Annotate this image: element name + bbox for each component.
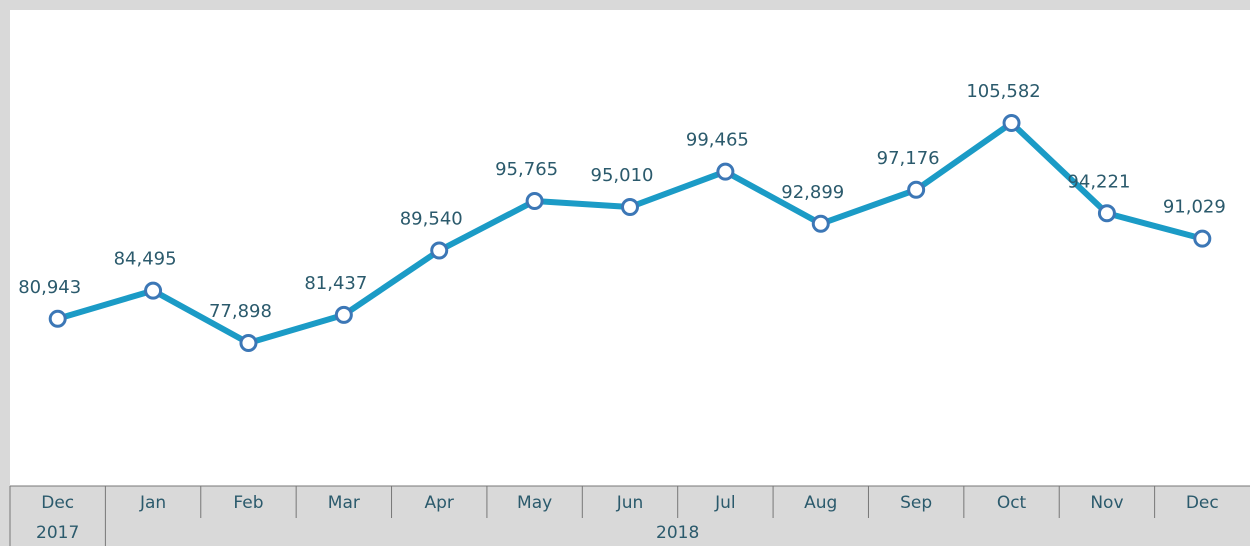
x-tick-label: Jan [139, 493, 166, 513]
x-tick-label: Oct [997, 493, 1027, 513]
data-label: 81,437 [304, 273, 367, 294]
point-marker [48, 309, 67, 328]
point-marker [1097, 204, 1116, 223]
point-marker [525, 192, 544, 211]
data-label: 77,898 [209, 301, 272, 322]
data-label: 97,176 [877, 148, 940, 169]
x-tick-label: Aug [804, 493, 837, 513]
x-tick-label: Sep [900, 493, 932, 513]
x-tick-label: Nov [1090, 493, 1123, 513]
point-marker [1193, 229, 1212, 248]
point-marker [334, 305, 353, 324]
point-marker [716, 162, 735, 181]
data-label: 92,899 [781, 182, 844, 203]
year-label: 2017 [36, 523, 79, 543]
year-label: 2018 [656, 523, 699, 543]
data-label: 84,495 [114, 249, 177, 270]
data-label: 89,540 [400, 208, 463, 229]
data-label: 105,582 [966, 81, 1040, 102]
x-tick-label: Mar [328, 493, 360, 513]
point-marker [621, 198, 639, 217]
data-label: 95,765 [495, 159, 558, 180]
x-tick-label: Jul [714, 493, 736, 513]
point-marker [811, 214, 830, 233]
x-tick-label: Dec [1186, 493, 1219, 513]
x-tick-label: Apr [425, 493, 454, 513]
x-tick-label: May [517, 493, 552, 513]
point-marker [1002, 114, 1021, 132]
x-tick-label: Jun [616, 493, 644, 513]
data-label: 94,221 [1067, 171, 1130, 192]
point-marker [144, 281, 163, 300]
x-tick-label: Dec [41, 493, 74, 513]
point-marker [239, 334, 258, 352]
data-label: 80,943 [18, 277, 81, 298]
data-label: 95,010 [591, 165, 654, 186]
data-label: 91,029 [1163, 197, 1226, 218]
point-marker [430, 241, 449, 260]
x-tick-label: Feb [233, 493, 263, 513]
plot-area [10, 10, 1250, 486]
point-marker [907, 180, 926, 199]
data-label: 99,465 [686, 130, 749, 151]
